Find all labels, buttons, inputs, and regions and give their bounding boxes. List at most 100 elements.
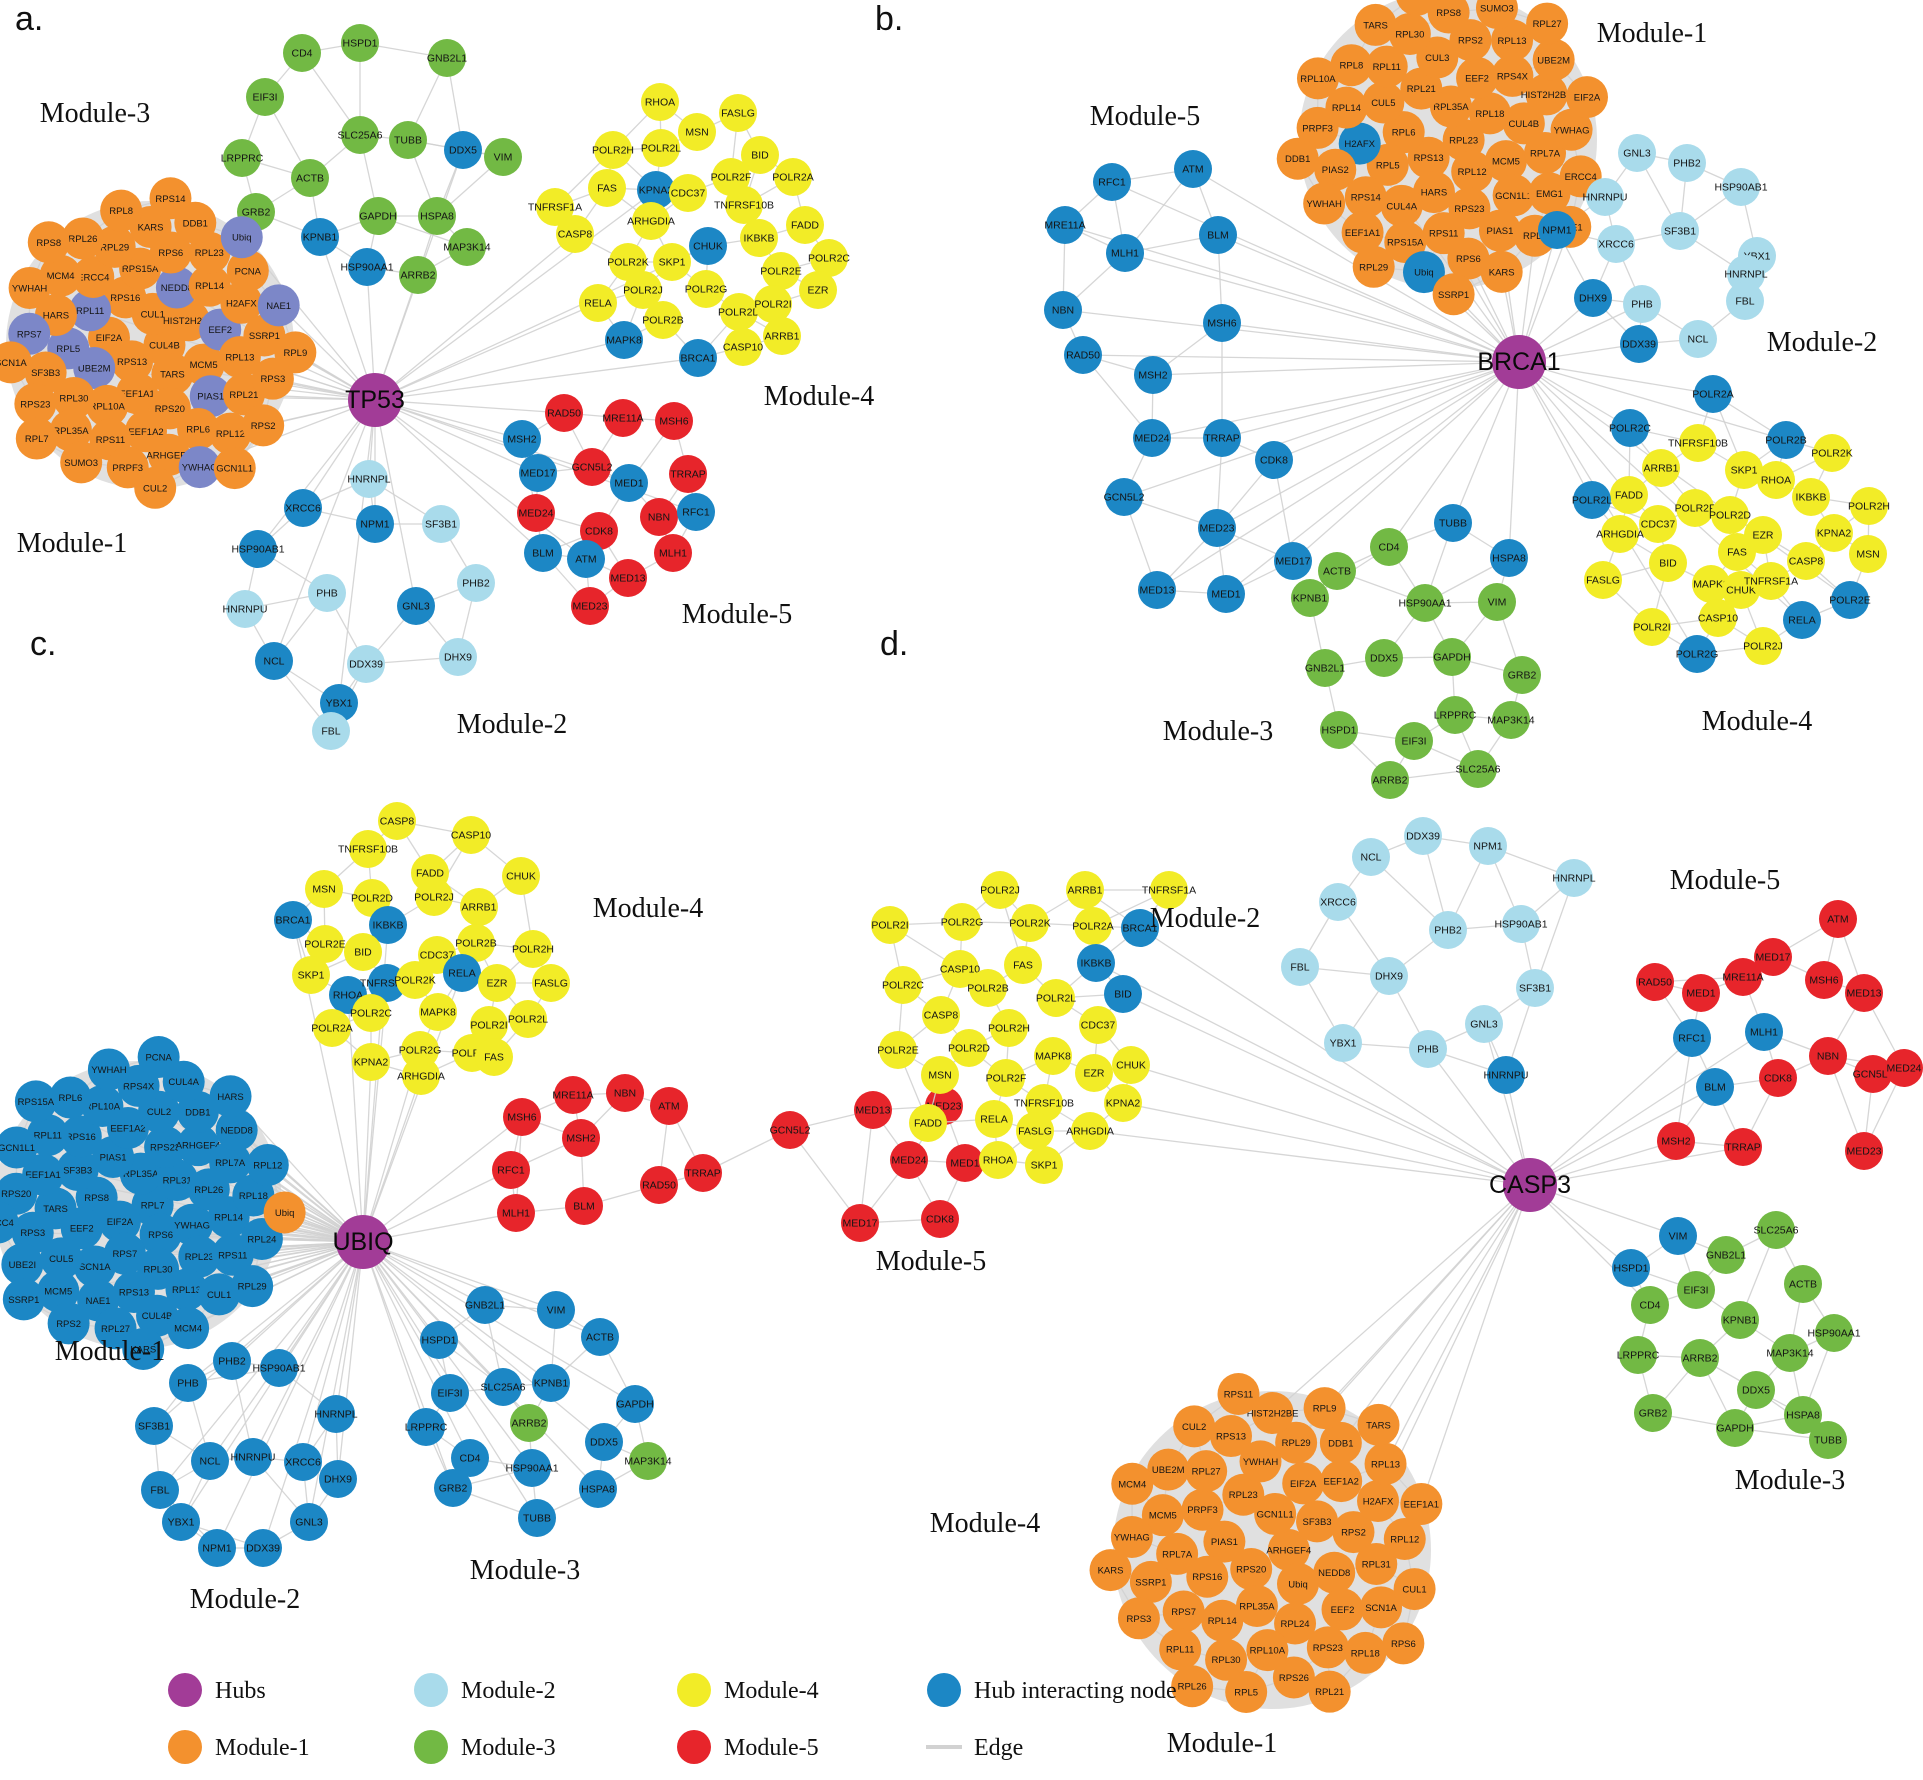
node-MRE11A[interactable]: MRE11A (602, 399, 643, 437)
node-POLR2J[interactable]: POLR2J (980, 871, 1020, 909)
node-CASP10[interactable]: CASP10 (723, 328, 763, 366)
node-EEF2[interactable]: EEF2 (1322, 1588, 1364, 1630)
node-XRCC6[interactable]: XRCC6 (284, 489, 322, 527)
node-MED1[interactable]: MED1 (1207, 575, 1245, 613)
node-SF3B1[interactable]: SF3B1 (1516, 969, 1554, 1007)
node-EIF3I[interactable]: EIF3I (246, 78, 284, 116)
node-HSPD1[interactable]: HSPD1 (1320, 711, 1358, 749)
node-CUL5[interactable]: CUL5 (1362, 82, 1404, 124)
node-KARS[interactable]: KARS (1090, 1549, 1132, 1591)
node-MED23[interactable]: MED23 (1198, 509, 1236, 547)
node-FBL[interactable]: FBL (1281, 948, 1319, 986)
node-CUL2[interactable]: CUL2 (134, 467, 176, 509)
node-CUL1[interactable]: CUL1 (1394, 1568, 1436, 1610)
node-NEDD8[interactable]: NEDD8 (1313, 1552, 1355, 1594)
node-EZR[interactable]: EZR (1075, 1054, 1113, 1092)
node-MAPK8[interactable]: MAPK8 (1034, 1037, 1072, 1075)
node-GRB2[interactable]: GRB2 (1634, 1394, 1672, 1432)
node-POLR2C[interactable]: POLR2C (1609, 409, 1651, 447)
node-Ubiq[interactable]: Ubiq (221, 216, 263, 258)
node-KARS[interactable]: KARS (1481, 251, 1523, 293)
node-MLH1[interactable]: MLH1 (654, 534, 692, 572)
node-RPS7[interactable]: RPS7 (1163, 1590, 1205, 1632)
node-TNFRSF10B[interactable]: TNFRSF10B (1668, 424, 1728, 462)
node-FAS[interactable]: FAS (588, 169, 626, 207)
node-MAPK8[interactable]: MAPK8 (605, 321, 643, 359)
node-EEF1A2[interactable]: EEF1A2 (1320, 1460, 1362, 1502)
node-ARRB2[interactable]: ARRB2 (399, 256, 437, 294)
node-RPL18[interactable]: RPL18 (1344, 1632, 1386, 1674)
node-UBE2M[interactable]: UBE2M (1533, 39, 1575, 81)
node-MED17[interactable]: MED17 (519, 454, 557, 492)
node-RPL13[interactable]: RPL13 (1365, 1443, 1407, 1485)
node-Ubiq[interactable]: Ubiq (1277, 1563, 1319, 1605)
node-CDK8[interactable]: CDK8 (1255, 441, 1293, 479)
node-CASP8[interactable]: CASP8 (378, 802, 416, 840)
node-TARS[interactable]: TARS (1357, 1404, 1399, 1446)
node-RPL11[interactable]: RPL11 (1159, 1628, 1201, 1670)
node-ATM[interactable]: ATM (650, 1087, 688, 1125)
node-HSPD1[interactable]: HSPD1 (1612, 1249, 1650, 1287)
node-RPS11[interactable]: RPS11 (1218, 1373, 1260, 1415)
node-RHOA[interactable]: RHOA (979, 1141, 1017, 1179)
node-HSPD1[interactable]: HSPD1 (420, 1321, 458, 1359)
node-TUBB[interactable]: TUBB (1434, 504, 1472, 542)
node-IKBKB[interactable]: IKBKB (740, 219, 778, 257)
node-CHUK[interactable]: CHUK (1112, 1046, 1150, 1084)
node-NBN[interactable]: NBN (606, 1074, 644, 1112)
node-DDX39[interactable]: DDX39 (1404, 817, 1442, 855)
node-POLR2C[interactable]: POLR2C (808, 239, 850, 277)
node-RAD50[interactable]: RAD50 (1064, 336, 1102, 374)
node-IKBKB[interactable]: IKBKB (1077, 944, 1115, 982)
node-HNRNPL[interactable]: HNRNPL (314, 1395, 357, 1433)
node-ATM[interactable]: ATM (567, 540, 605, 578)
node-MSH2[interactable]: MSH2 (1134, 356, 1172, 394)
node-MED13[interactable]: MED13 (1138, 571, 1176, 609)
node-MSN[interactable]: MSN (1849, 535, 1887, 573)
node-RPL9[interactable]: RPL9 (274, 331, 316, 373)
node-RAD50[interactable]: RAD50 (640, 1166, 678, 1204)
node-MSH6[interactable]: MSH6 (655, 402, 693, 440)
node-FBL[interactable]: FBL (312, 712, 350, 750)
node-BID[interactable]: BID (344, 933, 382, 971)
node-MLH1[interactable]: MLH1 (497, 1194, 535, 1232)
node-TRRAP[interactable]: TRRAP (684, 1154, 722, 1192)
node-POLR2J[interactable]: POLR2J (1743, 627, 1783, 665)
node-MED17[interactable]: MED17 (841, 1204, 879, 1242)
node-POLR2G[interactable]: POLR2G (1676, 635, 1719, 673)
node-RFC1[interactable]: RFC1 (1673, 1019, 1711, 1057)
node-ARHGDIA[interactable]: ARHGDIA (397, 1057, 445, 1095)
node-RFC1[interactable]: RFC1 (677, 493, 715, 531)
node-NPM1[interactable]: NPM1 (198, 1529, 236, 1567)
node-TRRAP[interactable]: TRRAP (1203, 419, 1241, 457)
node-POLR2H[interactable]: POLR2H (1848, 487, 1890, 525)
node-SKP1[interactable]: SKP1 (653, 243, 691, 281)
node-MCM4[interactable]: MCM4 (167, 1307, 209, 1349)
node-POLR2A[interactable]: POLR2A (1072, 907, 1113, 945)
node-RHOA[interactable]: RHOA (641, 83, 679, 121)
node-ATM[interactable]: ATM (1174, 150, 1212, 188)
node-GAPDH[interactable]: GAPDH (359, 197, 397, 235)
node-RPL8[interactable]: RPL8 (100, 190, 142, 232)
node-DDX5[interactable]: DDX5 (444, 131, 482, 169)
node-DDX5[interactable]: DDX5 (585, 1423, 623, 1461)
node-KPNB1[interactable]: KPNB1 (301, 218, 339, 256)
node-POLR2K[interactable]: POLR2K (1811, 434, 1852, 472)
node-FASLG[interactable]: FASLG (1584, 561, 1622, 599)
node-MAP3K14[interactable]: MAP3K14 (1487, 701, 1534, 739)
node-MLH1[interactable]: MLH1 (1745, 1013, 1783, 1051)
node-HNRNPU[interactable]: HNRNPU (223, 590, 268, 628)
node-MAPK8[interactable]: MAPK8 (419, 993, 457, 1031)
node-YWHAH[interactable]: YWHAH (88, 1048, 130, 1090)
node-SSRP1[interactable]: SSRP1 (1130, 1561, 1172, 1603)
node-RFC1[interactable]: RFC1 (1093, 163, 1131, 201)
node-HNRNPL[interactable]: HNRNPL (347, 460, 390, 498)
node-ARRB2[interactable]: ARRB2 (1371, 761, 1409, 799)
node-GAPDH[interactable]: GAPDH (1716, 1409, 1754, 1447)
node-MSH6[interactable]: MSH6 (503, 1098, 541, 1136)
node-MSH2[interactable]: MSH2 (562, 1119, 600, 1157)
node-CDC37[interactable]: CDC37 (669, 174, 707, 212)
node-RPL29[interactable]: RPL29 (231, 1265, 273, 1307)
node-FAS[interactable]: FAS (475, 1038, 513, 1076)
node-CASP8[interactable]: CASP8 (922, 996, 960, 1034)
